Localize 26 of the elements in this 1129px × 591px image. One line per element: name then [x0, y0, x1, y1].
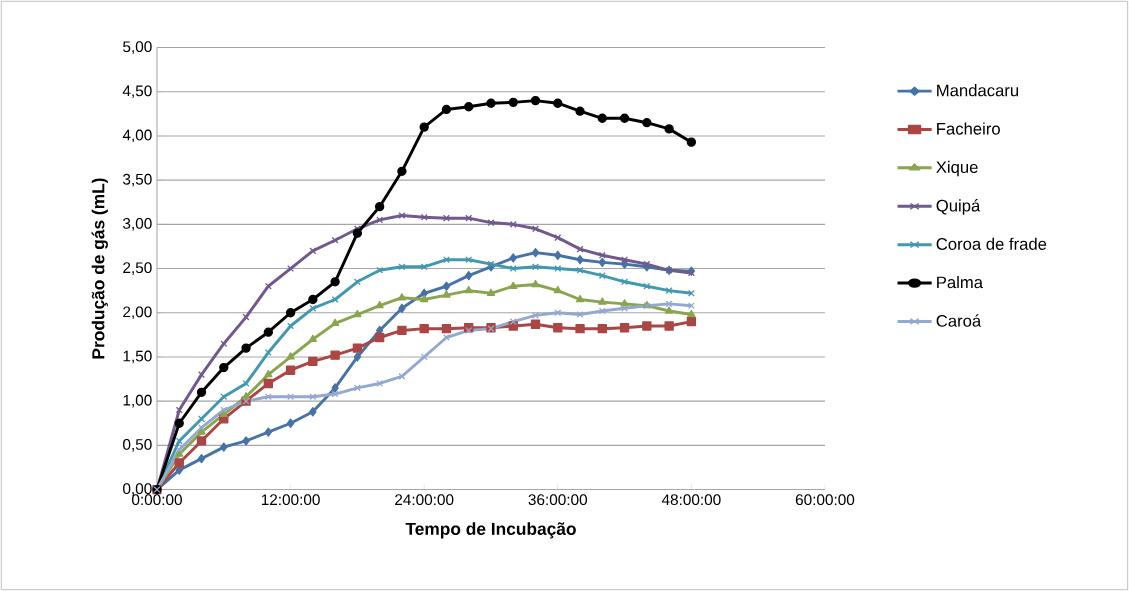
- x-axis-title: Tempo de Incubação: [405, 522, 576, 539]
- y-tick-label: 1,00: [123, 394, 152, 408]
- y-tick-label: 1,50: [123, 350, 152, 364]
- y-tick-label: 4,00: [122, 129, 152, 143]
- y-tick-label: 0,50: [123, 439, 152, 452]
- legend-label: Caroá: [936, 314, 982, 327]
- y-tick-label: 2,50: [123, 262, 152, 275]
- y-tick-label: 0,00: [123, 483, 152, 496]
- x-tick-label: 48:00:00: [661, 494, 721, 506]
- legend-label: Facheiro: [937, 122, 1000, 135]
- x-tick-label: 60:00:00: [795, 494, 855, 506]
- y-tick-label: 5,00: [123, 41, 152, 54]
- legend-label: Quipá: [936, 199, 981, 215]
- y-tick-label: 3,00: [123, 218, 152, 231]
- y-tick-label: 4,50: [122, 85, 152, 99]
- x-tick-label: 24:00:00: [395, 494, 454, 506]
- x-tick-label: 36:00:00: [528, 494, 588, 506]
- legend-label: Palma: [937, 276, 984, 289]
- x-tick-label: 12:00:00: [261, 494, 320, 506]
- legend-label: Xique: [936, 160, 978, 177]
- y-tick-label: 3,50: [123, 173, 152, 187]
- legend-label: Coroa de frade: [936, 237, 1047, 250]
- y-axis-title: Produção de gás (mL): [91, 178, 108, 359]
- y-tick-label: 2,00: [123, 306, 152, 320]
- x-tick-label: 0:00:00: [132, 494, 182, 506]
- legend-label: Mandacaru: [937, 84, 1019, 97]
